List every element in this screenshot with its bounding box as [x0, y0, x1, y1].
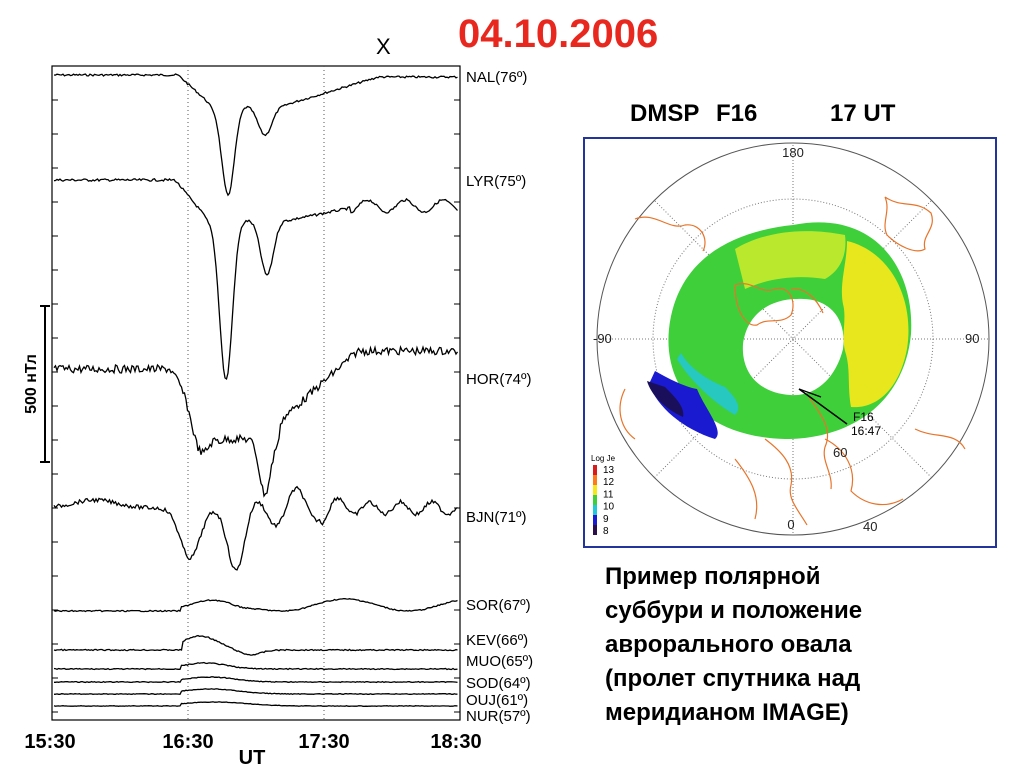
track-label-satellite: F16: [853, 410, 874, 424]
caption-line: суббури и положение: [605, 597, 863, 624]
colorbar-tick: 11: [603, 489, 614, 500]
station-label-kev: KEV(66º): [466, 632, 528, 649]
colorbar-tick: 13: [603, 465, 615, 476]
station-label-sod: SOD(64º): [466, 675, 531, 692]
oval-cyan-patch: [677, 353, 739, 415]
trace-ouj: [53, 688, 458, 696]
satellite-title: DMSP F16 17 UT: [630, 100, 895, 128]
axis-label-right: 90: [965, 331, 979, 346]
caption-line: аврорального овала: [605, 631, 852, 658]
scale-bar: 500 нТл: [23, 305, 50, 463]
coastlines: [619, 196, 966, 526]
x-tick-label: 16:30: [162, 731, 213, 753]
x-tick-labels: 15:30 16:30 17:30 18:30: [24, 731, 481, 753]
station-label-bjn: BJN(71º): [466, 509, 527, 526]
scale-bar-label: 500 нТл: [23, 354, 40, 414]
axis-label-left: -90: [593, 331, 612, 346]
colorbar-tick: 12: [603, 477, 615, 488]
polar-axis-labels: 180 -90 90 0 60 40: [593, 145, 979, 534]
x-tick-label: 17:30: [298, 731, 349, 753]
x-tick-label: 15:30: [24, 731, 75, 753]
station-labels: NAL(76º) LYR(75º) HOR(74º) BJN(71º) SOR(67º)…: [466, 69, 533, 725]
colorbar-tick: 9: [603, 514, 609, 525]
caption-line: меридианом IMAGE): [605, 699, 849, 726]
auroral-oval-map: F16 16:47 180 -90 90 0 60 40 Log Je 1312…: [591, 142, 990, 537]
station-label-ouj: OUJ(61º): [466, 692, 528, 709]
lat-label-40: 40: [863, 519, 877, 534]
station-label-muo: MUO(65º): [466, 653, 533, 670]
trace-muo: [53, 661, 458, 671]
x-tick-label: 18:30: [430, 731, 481, 753]
axis-label-bottom: 0: [787, 517, 794, 532]
x-mark-label: X: [376, 34, 391, 59]
track-label-time: 16:47: [851, 424, 881, 438]
date-title: 04.10.2006: [458, 12, 659, 56]
trace-lyr: [53, 177, 458, 380]
caption: Пример полярной суббури и положение авро…: [605, 560, 1015, 730]
station-label-lyr: LYR(75º): [466, 173, 526, 190]
caption-line: (пролет спутника над: [605, 665, 861, 692]
satellite-track: F16 16:47: [798, 388, 881, 438]
trace-nur: [53, 701, 458, 707]
trace-sor: [53, 597, 458, 613]
satellite-time: 17 UT: [830, 100, 896, 127]
x-axis-label: UT: [239, 747, 266, 768]
colorbar-tick: 8: [603, 526, 609, 537]
lat-label-60: 60: [833, 445, 847, 460]
station-label-sor: SOR(67º): [466, 597, 531, 614]
colorbar-title: Log Je: [591, 454, 616, 463]
station-label-nur: NUR(57º): [466, 708, 531, 725]
oval-dark-patch: [647, 381, 684, 417]
satellite-name: DMSP: [630, 100, 700, 127]
axis-label-top: 180: [782, 145, 804, 160]
trace-sod: [54, 676, 458, 684]
plot-frame: [51, 65, 461, 721]
oval-blue-patch: [649, 371, 718, 439]
trace-kev: [53, 634, 458, 656]
station-label-hor: HOR(74º): [466, 371, 532, 388]
trace-hor: [53, 344, 459, 498]
satellite-number: F16: [716, 100, 758, 127]
station-traces: [53, 73, 459, 707]
plot-border: [51, 65, 461, 721]
trace-nal: [53, 73, 458, 197]
caption-line: Пример полярной: [605, 563, 821, 590]
oval-yellow-noon: [735, 231, 846, 289]
auroral-oval-panel: F16 16:47 180 -90 90 0 60 40 Log Je 13 12…: [583, 137, 997, 548]
auroral-oval-ring: [647, 222, 912, 439]
magnetogram-chart: NAL(76º) LYR(75º) HOR(74º) BJN(71º) SOR(67º)…: [23, 65, 533, 768]
polar-grid: [596, 142, 990, 536]
station-label-nal: NAL(76º): [466, 69, 527, 86]
colorbar-tick: 10: [603, 502, 615, 513]
trace-bjn: [53, 485, 458, 571]
oval-yellow-dawn: [841, 241, 909, 408]
